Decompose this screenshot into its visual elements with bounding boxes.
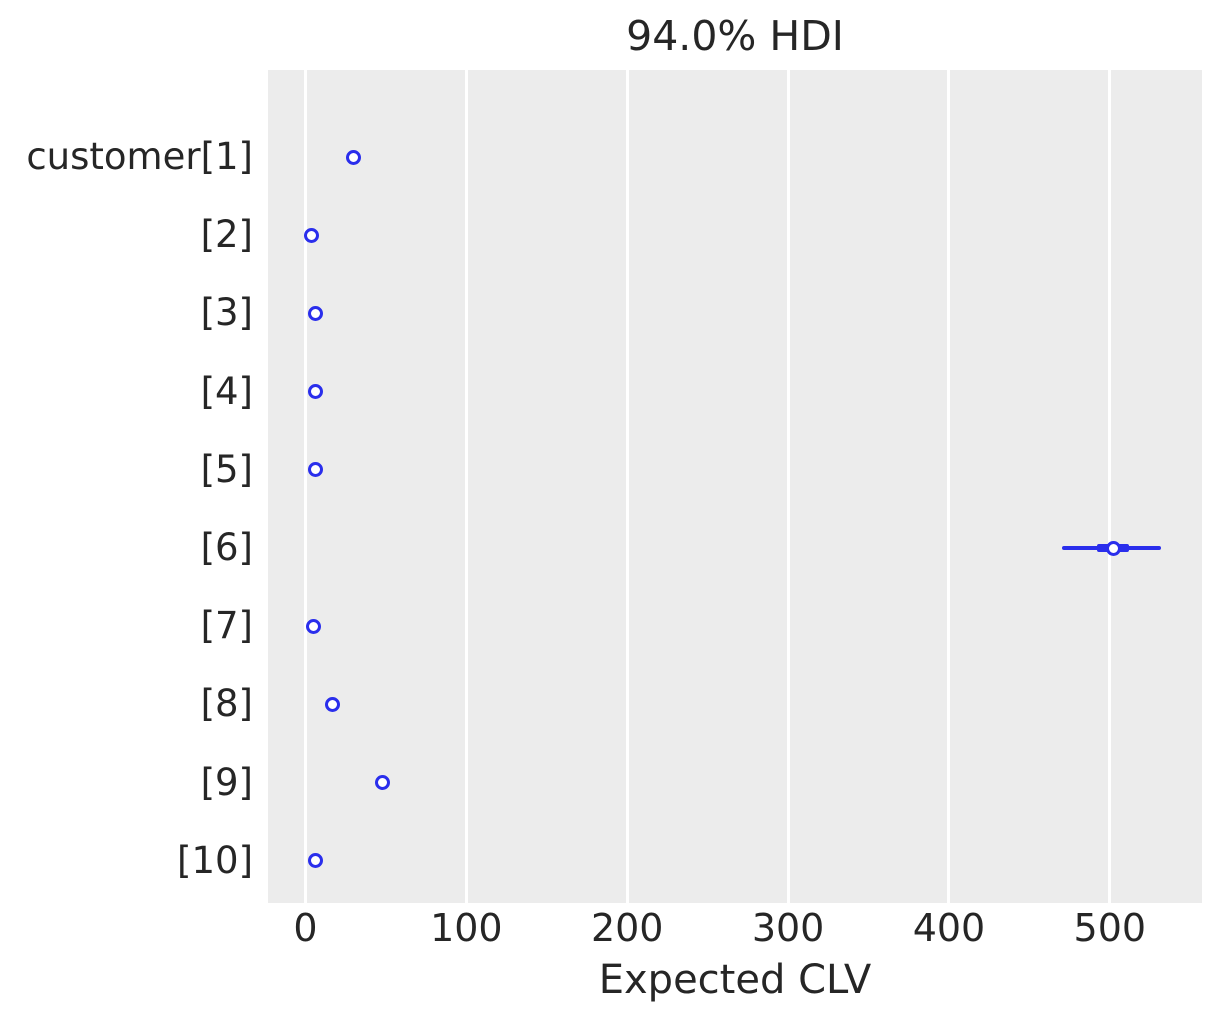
y-axis-label-10: [10] bbox=[177, 838, 253, 882]
point-estimate-marker bbox=[346, 149, 362, 165]
y-axis-label-6: [6] bbox=[200, 526, 253, 569]
point-estimate-marker bbox=[307, 305, 323, 321]
x-tick-label-500: 500 bbox=[1073, 906, 1147, 950]
point-estimate-marker bbox=[304, 227, 320, 243]
y-axis-label-2: [2] bbox=[200, 213, 253, 257]
point-estimate-marker bbox=[325, 696, 341, 712]
point-estimate-marker bbox=[375, 775, 391, 791]
plot-area bbox=[268, 70, 1202, 903]
gridline-x-0 bbox=[303, 70, 307, 903]
x-axis-label: Expected CLV bbox=[598, 957, 872, 1003]
y-axis-label-9: [9] bbox=[200, 760, 253, 804]
gridline-x-300 bbox=[786, 70, 790, 903]
point-estimate-marker bbox=[306, 618, 322, 634]
x-tick-label-0: 0 bbox=[293, 906, 318, 950]
x-tick-label-400: 400 bbox=[912, 906, 986, 950]
point-estimate-marker bbox=[1105, 540, 1121, 556]
gridline-x-200 bbox=[625, 70, 629, 903]
chart-title: 94.0% HDI bbox=[626, 12, 844, 60]
y-axis-label-7: [7] bbox=[200, 604, 253, 648]
x-tick-label-100: 100 bbox=[430, 906, 503, 950]
y-axis-label-8: [8] bbox=[200, 682, 253, 726]
point-estimate-marker bbox=[307, 853, 323, 869]
gridline-x-100 bbox=[464, 70, 468, 903]
y-axis-label-3: [3] bbox=[200, 291, 253, 335]
y-axis-label-4: [4] bbox=[200, 369, 253, 413]
gridline-x-500 bbox=[1108, 70, 1112, 903]
y-axis-label-5: [5] bbox=[200, 447, 253, 491]
point-estimate-marker bbox=[307, 462, 323, 478]
point-estimate-marker bbox=[307, 384, 323, 400]
x-tick-label-200: 200 bbox=[590, 906, 664, 950]
y-axis-label-1: customer[1] bbox=[26, 135, 253, 178]
x-tick-label-300: 300 bbox=[751, 906, 825, 950]
gridline-x-400 bbox=[947, 70, 951, 903]
